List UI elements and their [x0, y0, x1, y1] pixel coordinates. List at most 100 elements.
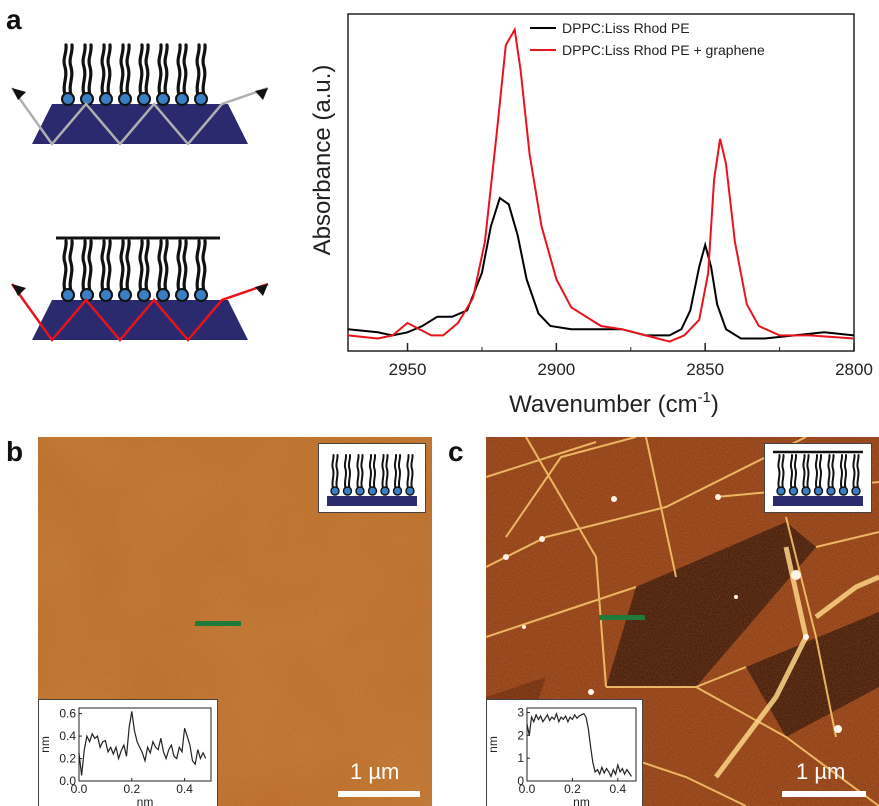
- inset-lipid-tail: [347, 454, 352, 489]
- lipid-headgroup: [118, 92, 132, 106]
- inset-lipid-headgroup: [330, 486, 340, 496]
- lipid-tail: [106, 43, 112, 97]
- schematic-inset-c: [764, 443, 872, 513]
- lipid-tail: [176, 43, 182, 97]
- series-line-1: [347, 196, 855, 340]
- lipid-tail: [62, 43, 68, 97]
- inset-substrate: [327, 496, 417, 506]
- profile-frame: [78, 707, 212, 782]
- height-profile-chart-b: 0.0 0.2 0.4 0.0 0.2 0.4 0.6 nm nm: [38, 707, 212, 806]
- profile-y-tick-label: 3: [517, 706, 524, 720]
- inset-lipid-headgroup: [838, 486, 849, 496]
- profile-x-tick-label: 0.4: [609, 782, 626, 796]
- inset-lipid-tail: [372, 454, 377, 489]
- inset-lipid-headgroup: [788, 486, 799, 496]
- inset-lipid-tail: [406, 454, 410, 489]
- inset-lipid-tail: [856, 454, 860, 489]
- inset-lipid-tail: [777, 454, 781, 489]
- lipid-tail: [176, 239, 182, 293]
- scale-bar-label-c: 1 µm: [796, 759, 846, 784]
- inset-lipid-tail: [781, 454, 785, 489]
- lipid-tail: [163, 239, 169, 293]
- inset-lipid-tail: [852, 454, 856, 489]
- inset-substrate: [773, 496, 863, 506]
- panel-label-b: b: [6, 436, 24, 467]
- lipid-headgroup: [175, 288, 189, 302]
- substrate: [32, 104, 248, 144]
- panel-label-c: c: [448, 436, 464, 467]
- lipid-tail: [68, 239, 74, 293]
- inset-lipid-tail: [368, 454, 373, 489]
- inset-lipid-headgroup: [380, 486, 390, 496]
- lipid-headgroup: [80, 288, 94, 302]
- inset-lipid-headgroup: [826, 486, 836, 496]
- inset-schematic-b: [327, 454, 417, 506]
- lipid-tail: [62, 239, 68, 293]
- lipid-tail: [182, 239, 188, 293]
- substrate: [32, 300, 248, 340]
- profile-x-tick-label: 0.0: [71, 782, 88, 796]
- inset-lipid-tail: [381, 454, 385, 489]
- lipid-headgroup: [80, 92, 94, 106]
- inset-lipid-tail: [831, 454, 835, 489]
- inset-lipid-tail: [397, 454, 402, 489]
- inset-lipid-tail: [843, 454, 848, 489]
- lipid-tail: [68, 43, 74, 97]
- lipid-tail: [119, 43, 125, 97]
- lipid-headgroup: [99, 92, 113, 106]
- lipid-headgroup: [156, 288, 170, 302]
- inset-schematic-c: [773, 450, 863, 506]
- profile-y-tick-label: 0.4: [59, 729, 76, 743]
- profile-x-tick-label: 0.2: [123, 782, 140, 796]
- profile-y-tick-label: 0.0: [59, 774, 76, 788]
- profile-line: [526, 711, 632, 778]
- height-profile-chart-c: 0.0 0.2 0.4 0 1 2 3 nm nm: [486, 706, 637, 806]
- y-axis-label: Absorbance (a.u.): [309, 65, 336, 256]
- lipid-tail: [81, 43, 87, 97]
- inset-lipid-headgroup: [367, 486, 378, 496]
- inset-lipid-headgroup: [342, 486, 353, 496]
- height-profile-inset-c: 0.0 0.2 0.4 0 1 2 3 nm nm: [486, 699, 643, 806]
- lipid-headgroup: [61, 288, 75, 302]
- inset-lipid-headgroup: [801, 486, 811, 496]
- beam-arrow-in: [12, 284, 26, 296]
- lipid-tail: [157, 43, 163, 97]
- lipid-tail: [87, 239, 93, 293]
- lipid-tail: [182, 43, 188, 97]
- profile-x-axis-label: nm: [573, 795, 590, 806]
- scale-bar-b: [338, 791, 420, 797]
- inset-lipid-tail: [360, 454, 364, 489]
- lipid-tail: [119, 239, 125, 293]
- lipid-tail: [144, 43, 150, 97]
- x-axis-label-sup: -1: [698, 389, 711, 406]
- lipid-tail: [138, 239, 144, 293]
- x-axis-label-close: ): [711, 391, 719, 418]
- lipid-tail: [100, 239, 106, 293]
- afm-image-b: 0.0 0.2 0.4 0.0 0.2 0.4 0.6 nm nm 1 µm: [38, 437, 432, 806]
- inset-lipid-tail: [818, 454, 823, 489]
- legend: DPPC:Liss Rhod PE DPPC:Liss Rhod PE + gr…: [530, 20, 765, 58]
- height-profile-inset-b: 0.0 0.2 0.4 0.0 0.2 0.4 0.6 nm nm: [38, 699, 218, 806]
- lipid-tail: [163, 43, 169, 97]
- schematic-with-graphene: [10, 236, 269, 343]
- inset-lipid-tail: [839, 454, 844, 489]
- inset-lipid-tail: [343, 454, 348, 489]
- inset-lipid-headgroup: [813, 486, 824, 496]
- lipid-tail: [201, 239, 207, 293]
- inset-lipid-tail: [789, 454, 794, 489]
- lipid-headgroup: [156, 92, 170, 106]
- profile-line-marker-b: [195, 621, 241, 626]
- x-tick-label: 2900: [537, 360, 575, 379]
- profile-x-tick-label: 0.2: [564, 782, 581, 796]
- inset-lipid-tail: [410, 454, 414, 489]
- profile-y-tick-label: 0.2: [59, 752, 76, 766]
- lipid-tail: [201, 43, 207, 97]
- lipid-headgroup: [99, 288, 113, 302]
- beam-arrow-out: [255, 88, 268, 100]
- inset-lipid-tail: [802, 454, 806, 489]
- beam-arrow-in: [12, 88, 26, 100]
- x-axis-label-text: Wavenumber (cm: [509, 391, 697, 418]
- inset-lipid-headgroup: [776, 486, 786, 496]
- membrane-schematics: [10, 43, 269, 343]
- legend-label-dppc-graphene: DPPC:Liss Rhod PE + graphene: [562, 42, 765, 58]
